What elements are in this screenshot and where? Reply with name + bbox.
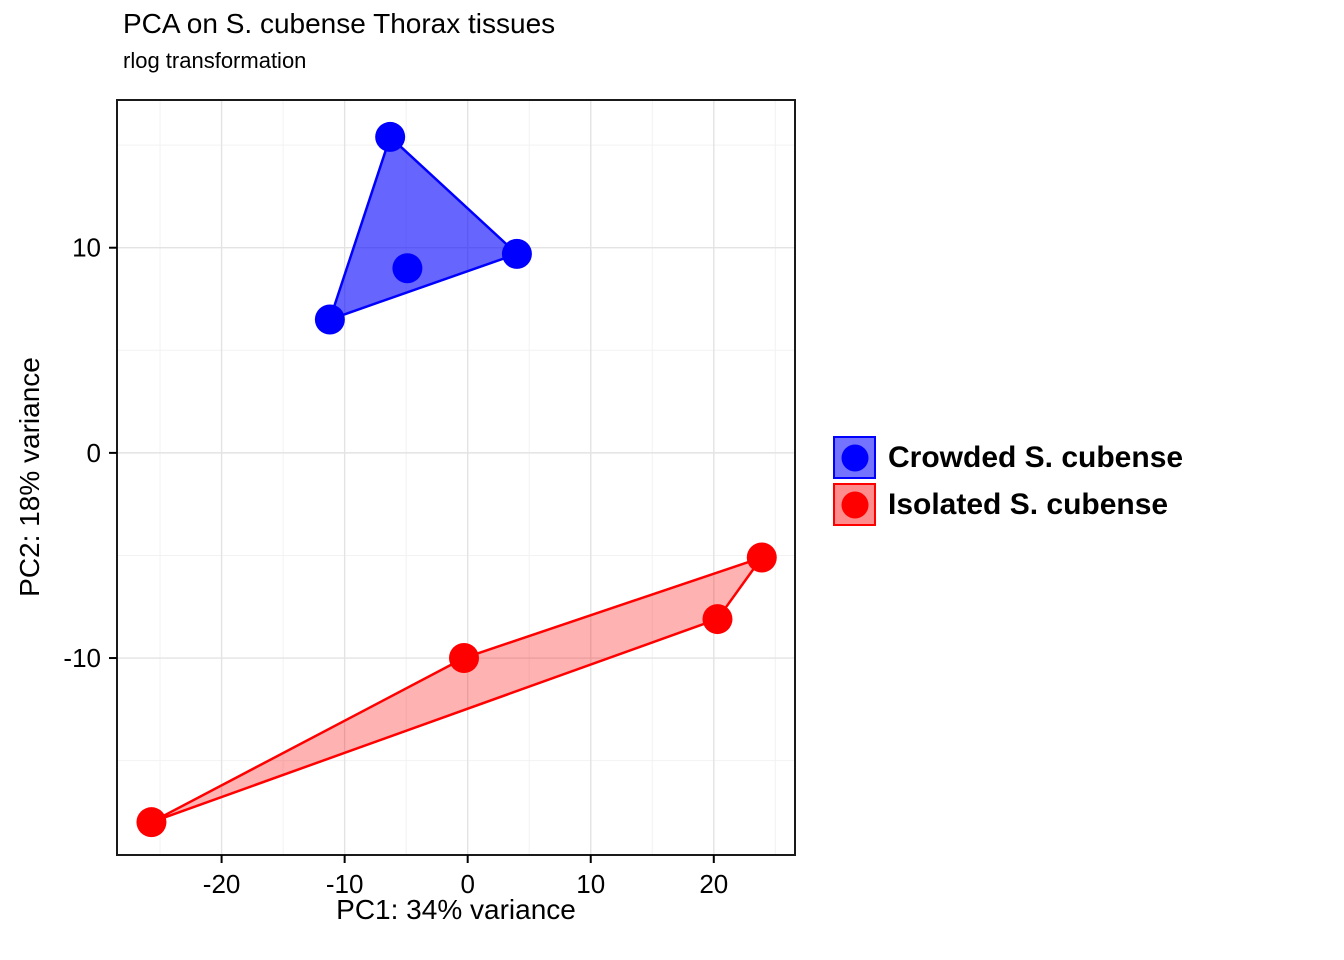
x-tick-label: -10 bbox=[326, 869, 364, 899]
legend-label-isolated: Isolated S. cubense bbox=[888, 487, 1169, 521]
y-tick-label: 0 bbox=[87, 438, 101, 468]
crowded-data-point bbox=[392, 253, 423, 284]
crowded-data-point bbox=[375, 121, 406, 152]
y-tick-label: 10 bbox=[72, 233, 101, 263]
chart-subtitle: rlog transformation bbox=[123, 48, 307, 73]
isolated-data-point bbox=[702, 604, 733, 635]
legend-key-isolated-icon bbox=[833, 483, 876, 526]
legend-label-crowded: Crowded S. cubense bbox=[888, 440, 1184, 474]
crowded-data-point bbox=[314, 304, 345, 335]
legend-dot-isolated-icon bbox=[841, 491, 868, 518]
crowded-data-point bbox=[501, 238, 532, 269]
isolated-data-point bbox=[746, 542, 777, 573]
x-tick-label: 0 bbox=[460, 869, 474, 899]
legend: Crowded S. cubense Isolated S. cubense bbox=[833, 434, 1183, 528]
panel-border bbox=[116, 99, 796, 856]
chart-title: PCA on S. cubense Thorax tissues bbox=[123, 8, 556, 39]
x-axis-title: PC1: 34% variance bbox=[336, 894, 576, 925]
legend-key-crowded-icon bbox=[833, 436, 876, 479]
legend-dot-crowded-icon bbox=[841, 444, 868, 471]
legend-entry-crowded: Crowded S. cubense bbox=[833, 434, 1183, 481]
isolated-data-point bbox=[136, 807, 167, 838]
x-tick-label: 20 bbox=[699, 869, 728, 899]
y-axis-title: PC2: 18% variance bbox=[14, 357, 45, 597]
isolated-data-point bbox=[448, 643, 479, 674]
x-tick-label: 10 bbox=[576, 869, 605, 899]
legend-entry-isolated: Isolated S. cubense bbox=[833, 481, 1183, 528]
x-tick-label: -20 bbox=[203, 869, 241, 899]
crowded-hull-polygon bbox=[328, 135, 519, 321]
y-tick-label: -10 bbox=[63, 643, 101, 673]
